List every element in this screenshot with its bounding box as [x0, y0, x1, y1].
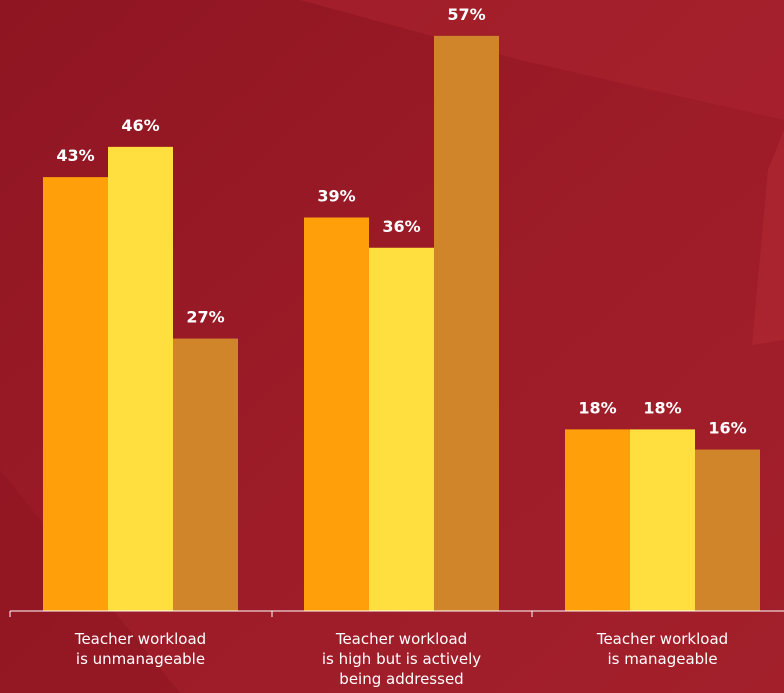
data-label-series1-group3: 18% [578, 398, 616, 417]
bar-series1-group1 [43, 177, 108, 611]
x-tick-label-line: is high but is actively [322, 650, 481, 668]
x-axis [9, 610, 784, 617]
bar-series1-group2 [304, 217, 369, 612]
bar-series1-group3 [565, 429, 630, 611]
bars-layer [43, 35, 760, 612]
data-label-series1-group2: 39% [317, 186, 355, 205]
data-label-series1-group1: 43% [56, 146, 94, 165]
bar-series2-group2 [369, 247, 434, 611]
data-label-series3-group3: 16% [708, 419, 746, 438]
data-label-series3-group2: 57% [447, 5, 485, 24]
bar-series3-group3 [695, 449, 760, 611]
x-tick-label-line: Teacher workload [335, 630, 467, 648]
x-tick-label-1: Teacher workload is unmanageable [74, 630, 206, 668]
bar-series3-group2 [434, 35, 499, 612]
value-labels-layer: 43% 46% 27% 39% 36% 57% 18% 18% 16% [56, 5, 746, 438]
x-tick-label-line: being addressed [339, 670, 463, 688]
bar-series2-group3 [630, 429, 695, 611]
bar-series3-group1 [173, 338, 238, 611]
x-tick-label-3: Teacher workload is manageable [596, 630, 728, 668]
data-label-series2-group2: 36% [382, 217, 420, 236]
x-tick-label-line: Teacher workload [74, 630, 206, 648]
x-tick-label-line: is manageable [607, 650, 717, 668]
data-label-series3-group1: 27% [186, 308, 224, 327]
data-label-series2-group1: 46% [121, 116, 159, 135]
x-tick-label-line: is unmanageable [76, 650, 205, 668]
x-tick-label-2: Teacher workload is high but is actively b… [322, 630, 481, 688]
bar-series2-group1 [108, 146, 173, 612]
x-tick-label-line: Teacher workload [596, 630, 728, 648]
data-label-series2-group3: 18% [643, 398, 681, 417]
